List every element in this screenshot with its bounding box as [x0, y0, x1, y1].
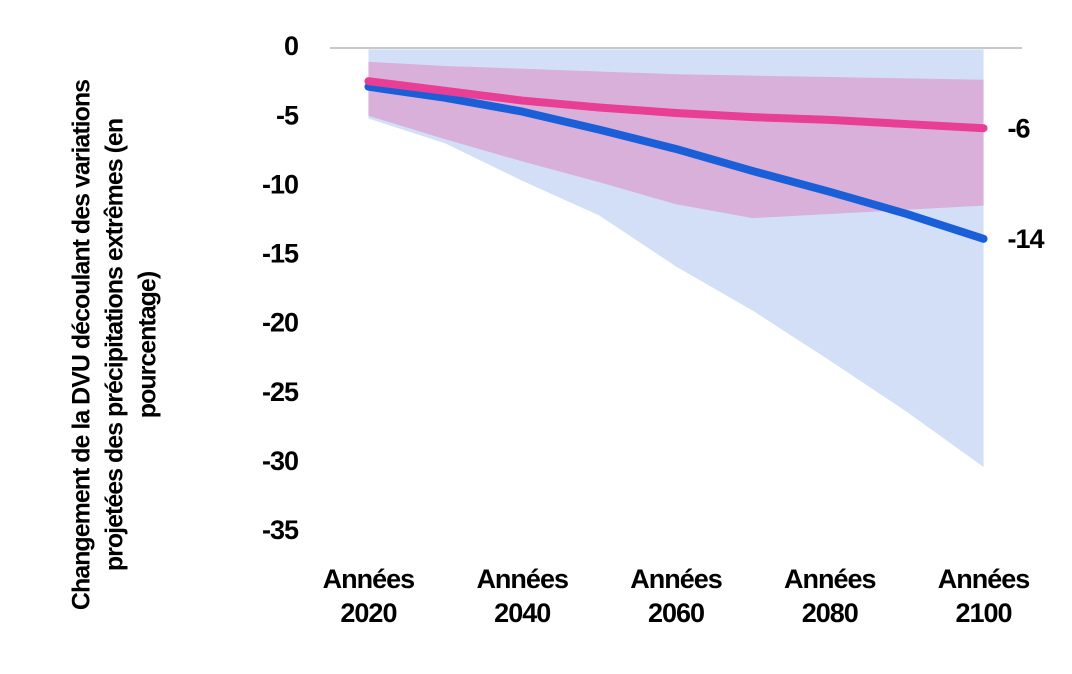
y-tick-label: 0 [284, 31, 298, 61]
x-tick-label: Années 2080 [783, 564, 877, 628]
y-axis-label: Changement de la DVU découlant des varia… [67, 79, 162, 611]
y-tick-label: -5 [276, 100, 299, 130]
series-line [364, 82, 988, 243]
y-tick-label: -25 [262, 377, 299, 407]
end-value-label: -14 [1008, 224, 1045, 254]
y-tick-label: -20 [262, 308, 298, 338]
series-line [364, 77, 988, 133]
end-value-label: -6 [1008, 113, 1031, 143]
range-band [368, 49, 984, 468]
x-tick-label: Années 2100 [937, 564, 1031, 628]
y-tick-label: -35 [262, 515, 299, 545]
range-band [368, 61, 984, 219]
x-tick-label: Années 2060 [630, 564, 723, 628]
y-tick-label: -10 [262, 169, 298, 199]
y-tick-label: -15 [262, 239, 299, 269]
y-tick-label: -30 [262, 446, 298, 476]
x-tick-label: Années 2040 [476, 564, 569, 628]
x-tick-label: Années 2020 [322, 564, 416, 628]
